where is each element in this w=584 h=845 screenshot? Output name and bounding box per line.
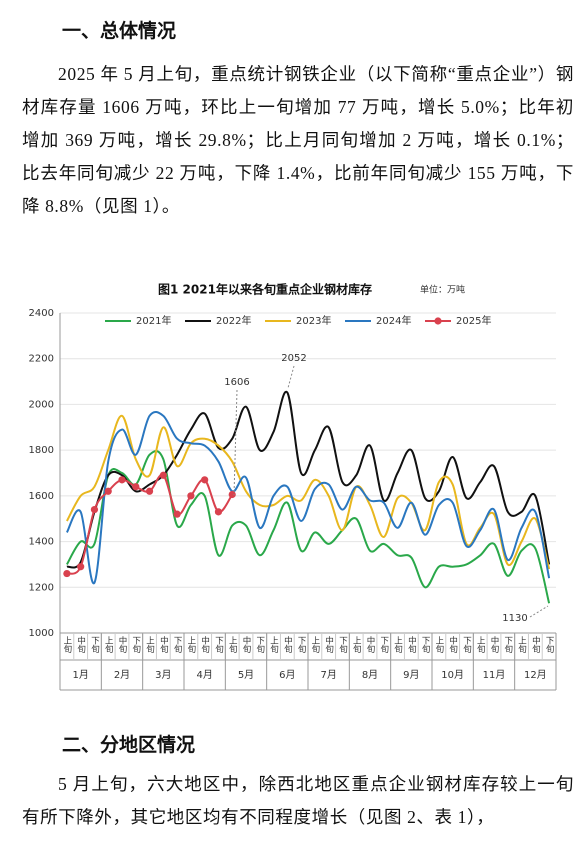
group-label: 7月 xyxy=(320,669,336,681)
x-tick-label: 上旬 xyxy=(351,636,361,654)
group-label: 4月 xyxy=(196,669,212,681)
x-tick-label: 中旬 xyxy=(282,635,292,654)
y-tick-label: 1600 xyxy=(29,491,54,502)
x-tick-label: 中旬 xyxy=(324,635,334,654)
series-line xyxy=(66,390,551,569)
x-tick-label: 下旬 xyxy=(337,636,347,654)
leader xyxy=(287,365,295,389)
x-tick-label: 上旬 xyxy=(475,636,485,654)
x-tick-label: 中旬 xyxy=(530,635,540,654)
y-tick-label: 1800 xyxy=(29,445,54,456)
x-tick-label: 上旬 xyxy=(269,636,279,654)
point xyxy=(159,471,167,479)
group-label: 8月 xyxy=(362,669,378,681)
x-tick-label: 中旬 xyxy=(117,635,127,654)
legend-label: 2023年 xyxy=(296,314,331,327)
group-label: 5月 xyxy=(238,669,254,681)
y-tick-label: 2000 xyxy=(29,399,54,410)
y-tick-label: 2200 xyxy=(29,354,54,365)
annotation: 1130 xyxy=(502,613,527,624)
y-tick-label: 1200 xyxy=(29,582,54,593)
point xyxy=(145,487,154,495)
chart-title: 图1 2021年以来各旬重点企业钢材库存 xyxy=(158,282,372,297)
x-tick-label: 上旬 xyxy=(103,636,113,654)
x-tick-label: 下旬 xyxy=(172,636,182,654)
x-tick-label: 下旬 xyxy=(461,636,471,654)
unit: 单位：万吨 xyxy=(420,284,465,296)
group-label: 2月 xyxy=(114,669,130,681)
legend-label: 2021年 xyxy=(136,314,171,327)
annotation: 2052 xyxy=(281,353,306,364)
leader xyxy=(529,605,549,618)
group-label: 12月 xyxy=(524,669,547,681)
heading: 一、总体情况 xyxy=(62,20,177,42)
x-tick-label: 上旬 xyxy=(145,636,155,654)
point xyxy=(104,487,112,495)
group-label: 10月 xyxy=(441,669,464,681)
x-tick-label: 下旬 xyxy=(89,636,99,654)
legend-label: 2025年 xyxy=(456,314,491,327)
x-tick-label: 中旬 xyxy=(158,635,168,654)
x-tick-label: 中旬 xyxy=(448,635,458,654)
x-tick-label: 上旬 xyxy=(62,636,72,654)
x-tick-label: 下旬 xyxy=(296,636,306,654)
group-label: 1月 xyxy=(72,669,88,681)
series-line xyxy=(66,414,551,570)
x-tick-label: 下旬 xyxy=(420,636,430,654)
point xyxy=(187,492,195,500)
x-tick-label: 中旬 xyxy=(489,635,499,654)
x-tick-label: 中旬 xyxy=(406,635,416,654)
x-tick-label: 下旬 xyxy=(131,636,141,654)
x-tick-label: 中旬 xyxy=(76,635,86,654)
point xyxy=(77,563,85,571)
point xyxy=(90,505,99,514)
legend-label: 2024年 xyxy=(376,314,411,327)
x-tick-label: 下旬 xyxy=(379,636,389,654)
legend-marker xyxy=(434,317,442,325)
chart: 图1 2021年以来各旬重点企业钢材库存 单位：万吨 1000 1200 1400 1… xyxy=(29,282,557,691)
legend-label: 2022年 xyxy=(216,314,251,327)
leader xyxy=(233,389,238,496)
x-tick-label: 下旬 xyxy=(213,636,223,654)
point xyxy=(63,569,71,578)
point xyxy=(214,508,223,516)
paragraph: 5 月上旬，六大地区中，除西北地区重点企业钢材库存较上一旬有所下降外，其它地区均… xyxy=(22,774,574,827)
x-tick-label: 上旬 xyxy=(186,636,196,654)
x-tick-label: 下旬 xyxy=(255,636,265,654)
group-label: 11月 xyxy=(483,669,506,681)
y-tick-label: 2400 xyxy=(29,308,54,319)
y-tick-label: 1400 xyxy=(29,537,54,548)
series-line xyxy=(65,411,551,584)
point xyxy=(132,483,140,491)
group-label: 9月 xyxy=(403,669,419,681)
point xyxy=(201,476,209,484)
x-tick-label: 上旬 xyxy=(227,636,237,654)
annotation: 1606 xyxy=(224,377,249,388)
y-tick-label: 1000 xyxy=(29,628,54,639)
point xyxy=(228,490,236,499)
x-tick-label: 上旬 xyxy=(310,636,320,654)
heading: 二、分地区情况 xyxy=(62,734,196,756)
x-tick-label: 中旬 xyxy=(200,635,210,654)
x-tick-label: 中旬 xyxy=(241,635,251,654)
x-tick-label: 上旬 xyxy=(434,636,444,654)
x-tick-label: 上旬 xyxy=(517,636,527,654)
series-line xyxy=(66,450,551,604)
point xyxy=(118,476,126,484)
group-label: 3月 xyxy=(155,669,171,681)
x-tick-label: 中旬 xyxy=(365,635,375,654)
x-tick-label: 下旬 xyxy=(503,636,513,654)
point xyxy=(173,510,181,518)
group-label: 6月 xyxy=(279,669,295,681)
paragraph: 2025 年 5 月上旬，重点统计钢铁企业（以下简称“重点企业”）钢材库存量 1… xyxy=(22,64,574,216)
x-tick-label: 上旬 xyxy=(393,636,403,654)
x-tick-label: 下旬 xyxy=(544,636,554,654)
